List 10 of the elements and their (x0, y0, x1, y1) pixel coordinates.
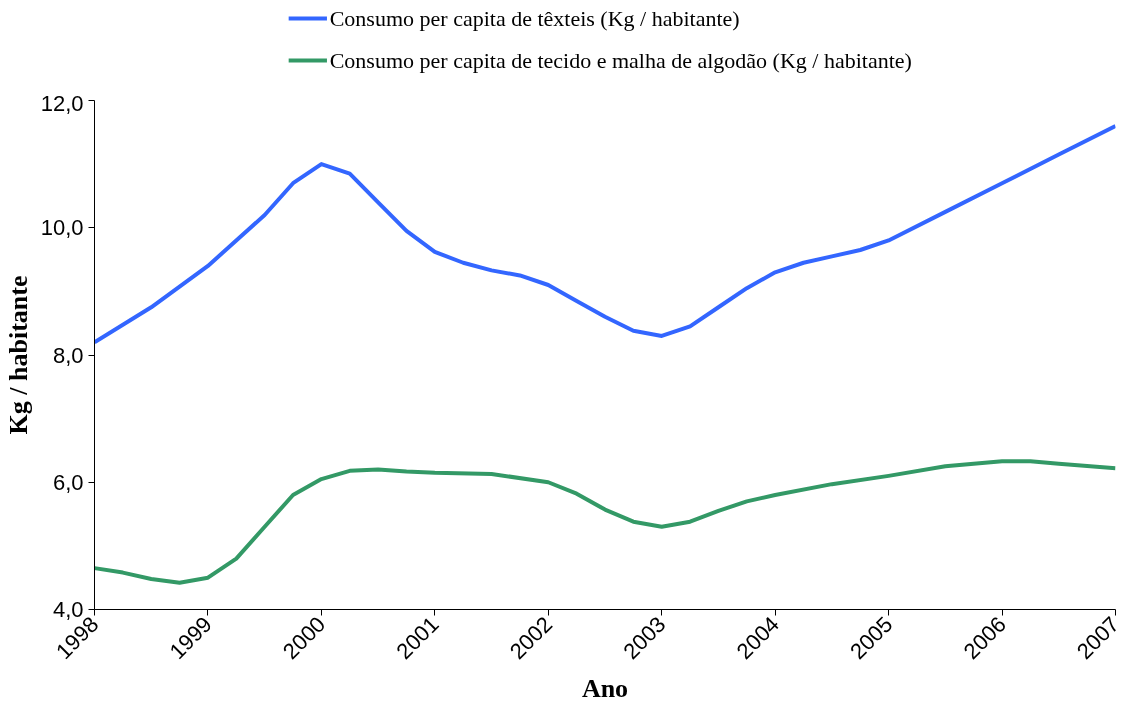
line-series (94, 123, 1116, 345)
y-tick-label: 12,0 (40, 90, 84, 116)
line-series (94, 459, 1116, 585)
y-tick-label: 10,0 (40, 215, 84, 241)
y-tick-label: 6,0 (52, 469, 84, 495)
legend-label: Consumo per capita de tecido e malha de algodão (Kg / habitante) (329, 48, 912, 73)
x-axis-title: Ano (581, 673, 629, 703)
legend-label: Consumo per capita de têxteis (Kg / habitante) (329, 6, 740, 31)
y-tick-label: 8,0 (52, 342, 84, 368)
y-axis-title: Kg / habitante (3, 275, 33, 435)
